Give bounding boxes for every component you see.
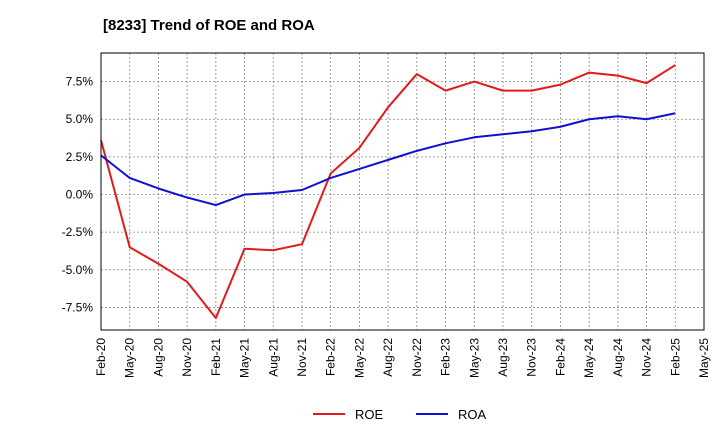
x-tick-label: May-22 — [352, 338, 366, 378]
x-tick-label: Aug-20 — [151, 338, 165, 377]
x-tick-label: Nov-22 — [410, 338, 424, 377]
y-axis-ticks: -7.5% -5.0% -2.5% 0.0% 2.5% 5.0% 7.5% — [62, 75, 94, 315]
y-tick-label: 0.0% — [66, 188, 94, 202]
legend-label-roe: ROE — [355, 407, 384, 422]
plot-border — [100, 52, 705, 331]
x-tick-label: Feb-24 — [553, 338, 567, 376]
legend-label-roa: ROA — [458, 407, 487, 422]
x-tick-label: Aug-21 — [266, 338, 280, 377]
chart-title: [8233] Trend of ROE and ROA — [103, 17, 315, 34]
grid — [100, 53, 705, 330]
x-axis-ticks: Feb-20 May-20 Aug-20 Nov-20 Feb-21 May-21 Aug-… — [94, 338, 711, 378]
x-tick-label: May-23 — [467, 338, 481, 378]
x-tick-label: Nov-20 — [180, 338, 194, 377]
x-tick-label: May-21 — [238, 338, 252, 378]
x-tick-label: Nov-24 — [640, 338, 654, 377]
x-tick-label: Aug-23 — [496, 338, 510, 377]
x-tick-label: Nov-23 — [525, 338, 539, 377]
x-tick-label: Feb-20 — [94, 338, 108, 376]
y-tick-label: 2.5% — [66, 150, 94, 164]
legend: ROE ROA — [313, 407, 487, 422]
y-tick-label: -2.5% — [62, 225, 94, 239]
x-tick-label: May-20 — [123, 338, 137, 378]
y-tick-label: 5.0% — [66, 112, 94, 126]
y-tick-label: -5.0% — [62, 263, 94, 277]
x-tick-label: Aug-24 — [611, 338, 625, 377]
x-tick-label: May-24 — [582, 338, 596, 378]
x-tick-label: Feb-22 — [324, 338, 338, 376]
x-tick-label: Feb-21 — [209, 338, 223, 376]
x-tick-label: May-25 — [697, 338, 711, 378]
y-tick-label: 7.5% — [66, 75, 94, 89]
x-tick-label: Feb-23 — [439, 338, 453, 376]
x-tick-label: Nov-21 — [295, 338, 309, 377]
y-tick-label: -7.5% — [62, 300, 94, 314]
x-tick-label: Aug-22 — [381, 338, 395, 377]
series-layer — [100, 64, 676, 319]
x-tick-label: Feb-25 — [668, 338, 682, 376]
